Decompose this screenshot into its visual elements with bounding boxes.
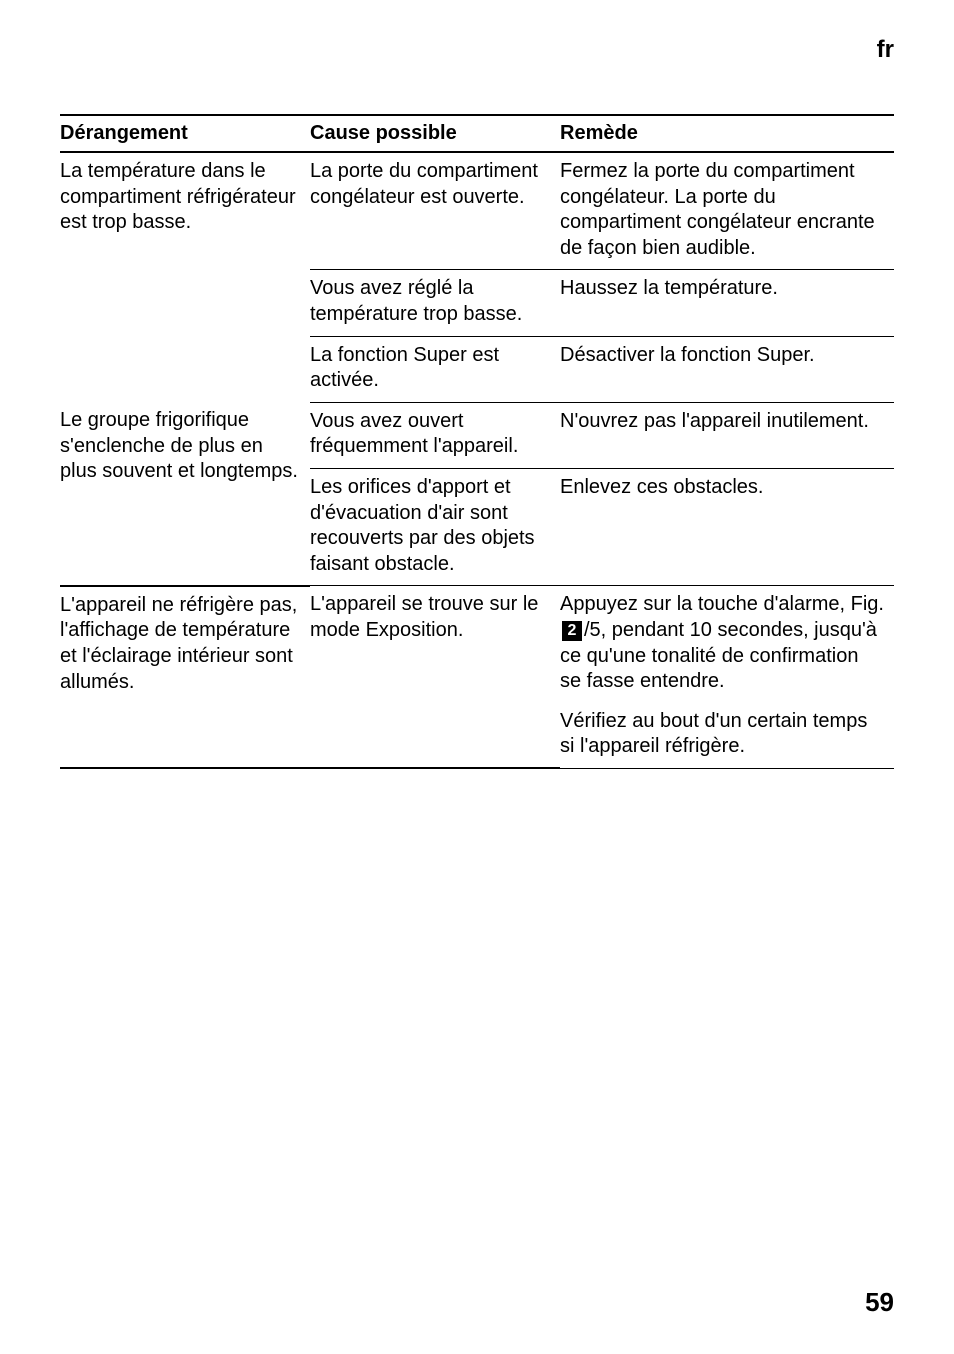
table-row: La température dans le compartiment réfr… (60, 152, 894, 270)
page: fr Dérangement Cause possible Remède La … (0, 0, 954, 1354)
cell-remedy: Vérifiez au bout d'un certain temps si l… (560, 703, 894, 769)
cell-remedy: Fermez la porte du compartiment congélat… (560, 152, 894, 270)
table-row: L'appareil ne réfrigère pas, l'affichage… (60, 586, 894, 703)
cell-cause: Vous avez réglé la température trop bass… (310, 270, 560, 336)
cell-cause: La porte du compartiment congélateur est… (310, 152, 560, 270)
cell-cause: Vous avez ouvert fréquemment l'appareil. (310, 402, 560, 468)
page-number: 59 (865, 1287, 894, 1318)
troubleshooting-table: Dérangement Cause possible Remède La tem… (60, 114, 894, 769)
cell-problem: La température dans le compartiment réfr… (60, 152, 310, 402)
cell-cause: Les orifices d'apport et d'évacuation d'… (310, 468, 560, 585)
cell-remedy: Désactiver la fonction Super. (560, 336, 894, 402)
cell-remedy: Haussez la température. (560, 270, 894, 336)
col-header-cause: Cause possible (310, 115, 560, 152)
cell-problem: Le groupe frigorifique s'enclenche de pl… (60, 402, 310, 586)
remedy-text-suffix: /5, pendant 10 secondes, jusqu'à ce qu'u… (560, 619, 877, 692)
table-header-row: Dérangement Cause possible Remède (60, 115, 894, 152)
remedy-text-prefix: Appuyez sur la touche d'alarme, Fig. (560, 593, 884, 615)
cell-problem: L'appareil ne réfrigère pas, l'affichage… (60, 586, 310, 769)
cell-remedy: Enlevez ces obstacles. (560, 468, 894, 585)
cell-cause: L'appareil se trouve sur le mode Exposit… (310, 586, 560, 769)
language-tag: fr (877, 36, 894, 64)
table-row: Le groupe frigorifique s'enclenche de pl… (60, 402, 894, 468)
cell-remedy: N'ouvrez pas l'appareil inutilement. (560, 402, 894, 468)
figure-ref-icon: 2 (562, 621, 582, 641)
cell-cause: La fonction Super est activée. (310, 336, 560, 402)
cell-remedy: Appuyez sur la touche d'alarme, Fig. 2/5… (560, 586, 894, 703)
col-header-remedy: Remède (560, 115, 894, 152)
col-header-problem: Dérangement (60, 115, 310, 152)
